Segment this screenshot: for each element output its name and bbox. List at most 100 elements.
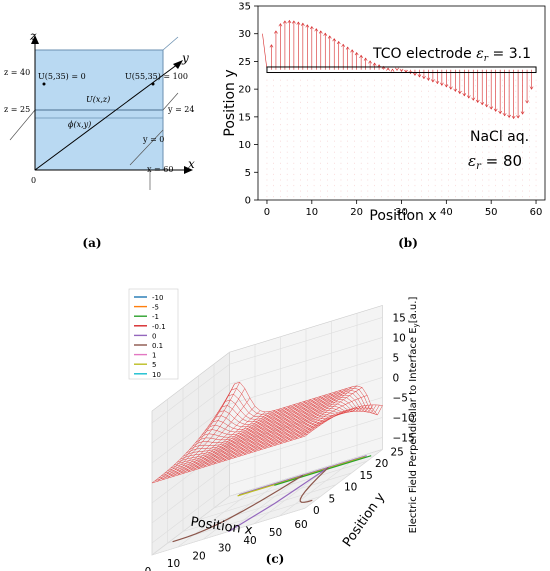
surface-line <box>233 399 312 459</box>
surface-line <box>192 411 271 471</box>
surface-line <box>264 389 342 449</box>
u-left-label: U(5,35) = 0 <box>38 72 86 81</box>
legend-label: -1 <box>152 313 159 321</box>
surface-line <box>228 400 307 460</box>
c-x-tick-label: 60 <box>294 519 307 531</box>
arrow-head <box>440 82 444 86</box>
surface-line <box>289 395 368 442</box>
arrow-head <box>498 110 503 115</box>
c-y-tick-label: 5 <box>329 493 336 505</box>
grid-line <box>151 417 383 524</box>
arrow-head <box>336 40 341 45</box>
arrow-head <box>314 28 319 32</box>
arrow-head <box>377 64 381 68</box>
panel-c-3d: 01020304050600510152025151050−5−10−15 -1… <box>128 288 420 571</box>
c-z-tick-label: 10 <box>393 332 406 344</box>
panel-b-caption: (b) <box>398 236 418 250</box>
arrow-head <box>381 65 386 70</box>
x-tick-label: 0 <box>264 207 270 218</box>
surface-line <box>274 386 353 446</box>
surface-line <box>218 403 296 463</box>
surface-line <box>156 383 235 482</box>
arrow-head <box>283 20 287 24</box>
arrow-head <box>309 25 314 30</box>
axis-z-label: z <box>29 29 37 43</box>
surface-line <box>187 411 266 473</box>
surface-line <box>182 410 261 474</box>
y-arrowhead <box>173 60 183 69</box>
c-z-tick-label: 5 <box>393 352 400 364</box>
grid-line <box>182 387 337 532</box>
arrow-head <box>435 80 440 85</box>
arrow-head <box>489 106 494 110</box>
y-tick-label: 30 <box>238 29 251 40</box>
arrow-head <box>395 67 399 71</box>
y-tick-label: 20 <box>238 85 251 96</box>
arrow-head <box>363 57 368 61</box>
c-y-tick-label: 20 <box>375 458 388 470</box>
arrow-head <box>300 22 305 26</box>
x-tick-label: 30 <box>395 207 408 218</box>
panel-a-schematic: z y x 0 z = 40 z = 25 y = 24 y = 0 x = 6… <box>4 29 195 250</box>
arrow-head <box>444 84 449 88</box>
arrow-head <box>359 54 363 58</box>
arrow-head <box>480 102 485 106</box>
plane-edge-right <box>162 92 179 111</box>
point-u-left <box>42 82 46 86</box>
y24-label: y = 24 <box>167 105 195 114</box>
arrow-head <box>274 30 278 34</box>
c-z-tick-label: −5 <box>393 392 408 404</box>
arrow-head <box>341 43 346 47</box>
arrow-head <box>462 93 467 97</box>
surface-line <box>294 407 373 440</box>
y0-label: y = 0 <box>142 135 164 144</box>
arrow-head <box>431 79 435 83</box>
surface-line <box>172 397 251 477</box>
arrow-head <box>368 60 372 64</box>
surface-line <box>304 404 383 437</box>
y-tick-label: 5 <box>245 168 251 179</box>
arrow-head <box>507 114 511 118</box>
panel-c-caption: (c) <box>266 552 285 566</box>
u-right-label: U(55,35) = 100 <box>125 72 188 81</box>
c-zlabel: Electric Field Perpendicular to Interfac… <box>408 297 420 534</box>
c-y-tick-label: 0 <box>313 505 320 517</box>
surface-line <box>177 406 256 476</box>
y-axis <box>34 63 179 171</box>
surface-line <box>284 387 363 443</box>
y-tick-label: 0 <box>245 196 251 207</box>
axis-x-label: x <box>188 157 195 171</box>
panel-a-caption: (a) <box>82 236 101 250</box>
arrow-head <box>448 86 453 90</box>
arrow-head <box>408 70 413 75</box>
legend-label: -0.1 <box>152 323 166 331</box>
surface-line <box>258 391 337 451</box>
arrow-head <box>502 113 507 117</box>
contour-line <box>299 466 329 503</box>
arrow-head <box>525 100 529 104</box>
b-ylabel: Position y <box>222 69 238 136</box>
arrow-head <box>453 88 458 92</box>
c-y-tick-label: 15 <box>360 470 373 482</box>
x-tick-label: 40 <box>440 207 453 218</box>
box-edge <box>162 36 179 51</box>
z-arrowhead <box>31 35 39 44</box>
arrow-head <box>475 99 480 104</box>
arrow-head <box>345 46 350 50</box>
arrow-head <box>318 30 323 34</box>
arrow-head <box>386 67 390 71</box>
legend-label: 5 <box>152 361 156 369</box>
arrow-head <box>422 75 426 80</box>
c-z-tick-label: −15 <box>393 432 415 444</box>
field-surface-wireframe <box>151 381 383 484</box>
grid-line <box>213 364 368 509</box>
x60-label: x = 60 <box>147 165 173 174</box>
b-xlabel: Position x <box>369 208 436 224</box>
arrow-head <box>354 52 359 56</box>
grid-line <box>151 437 383 544</box>
surface-line <box>253 392 332 452</box>
arrow-head <box>457 90 462 95</box>
c-x-tick-label: 10 <box>167 558 180 570</box>
x-tick-label: 50 <box>485 207 498 218</box>
arrow-head <box>493 108 498 112</box>
